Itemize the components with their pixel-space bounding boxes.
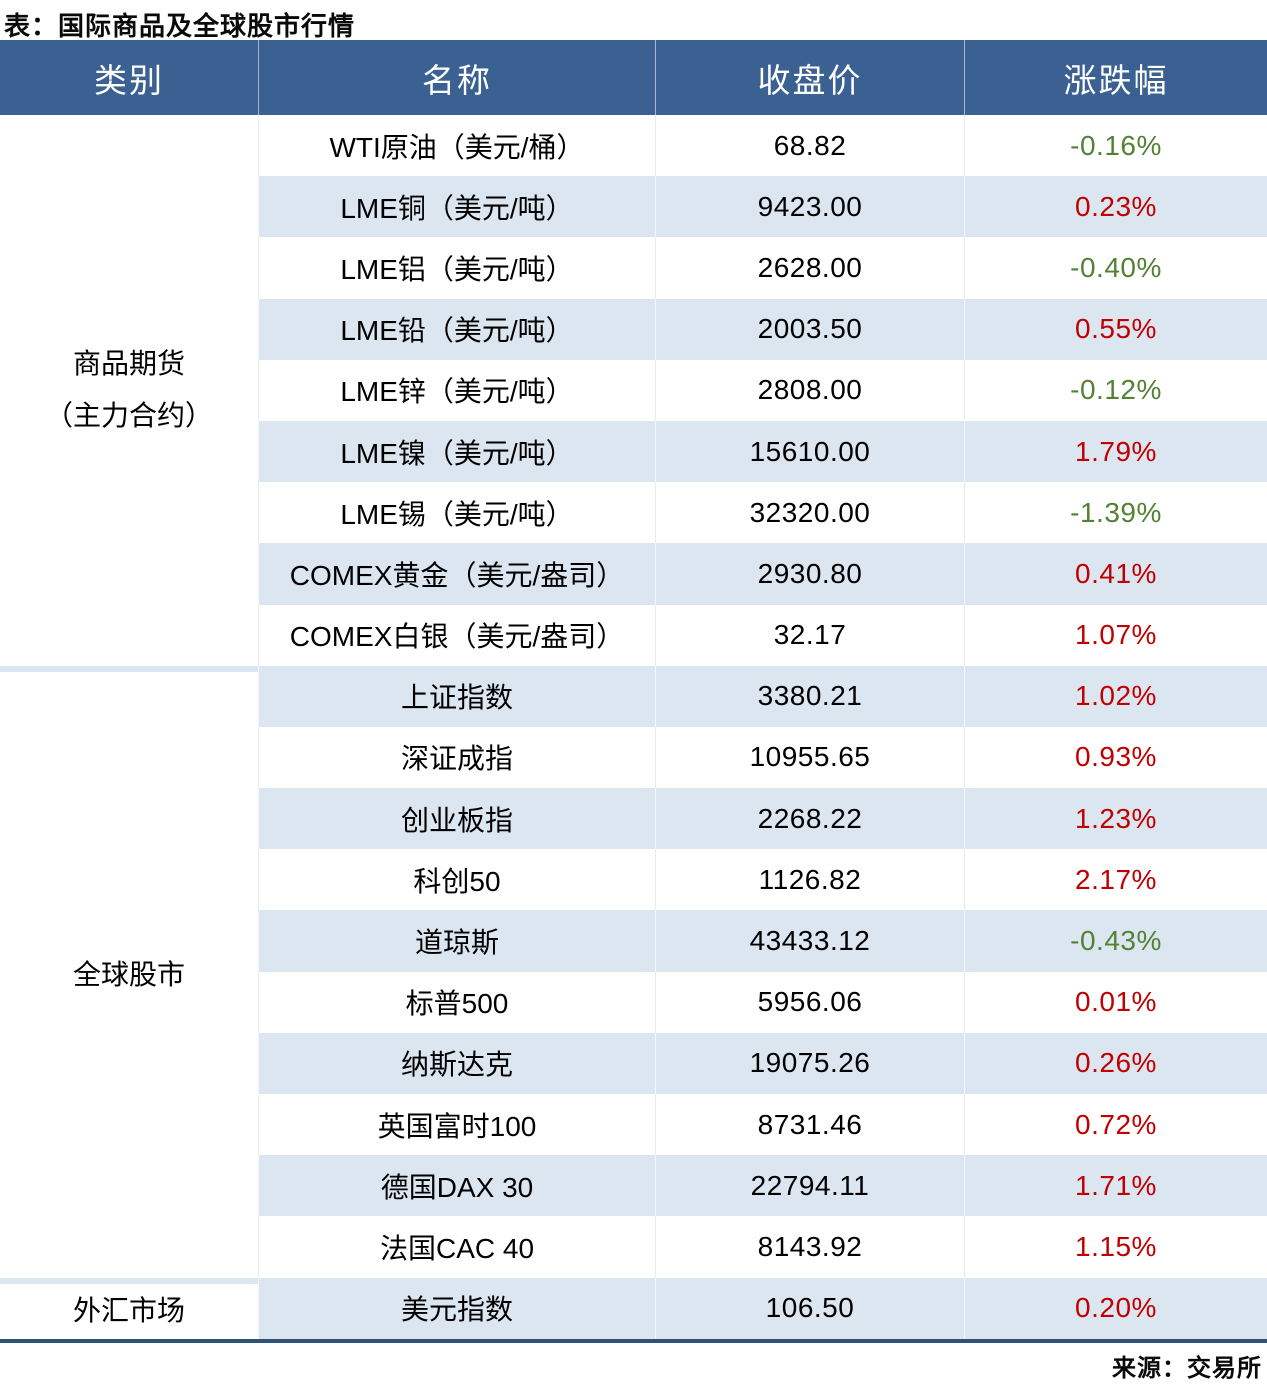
- table-header-row: 类别 名称 收盘价 涨跌幅: [0, 40, 1267, 115]
- change-percent: 1.71%: [964, 1155, 1267, 1217]
- category-label-line1: 外汇市场: [72, 1295, 185, 1327]
- instrument-name: COMEX白银（美元/盎司）: [258, 604, 655, 666]
- page-title: 表：国际商品及全球股市行情: [4, 11, 356, 41]
- instrument-name: 创业板指: [258, 788, 655, 850]
- close-price: 22794.11: [655, 1155, 964, 1217]
- source-note: 来源：交易所: [1112, 1355, 1262, 1382]
- instrument-name: 英国富时100: [258, 1094, 655, 1156]
- close-price: 2628.00: [655, 237, 964, 299]
- instrument-name: LME铜（美元/吨）: [258, 176, 655, 238]
- change-percent: -0.12%: [964, 359, 1267, 421]
- change-percent: 0.55%: [964, 298, 1267, 360]
- close-price: 9423.00: [655, 176, 964, 238]
- change-percent: -0.40%: [964, 237, 1267, 299]
- table-row: 法国CAC 40 8143.92 1.15%: [258, 1216, 1267, 1278]
- table-row: 上证指数 3380.21 1.02%: [258, 665, 1267, 727]
- close-price: 5956.06: [655, 971, 964, 1033]
- change-percent: 0.23%: [964, 176, 1267, 238]
- change-percent: 1.15%: [964, 1216, 1267, 1278]
- header-cell-change: 涨跌幅: [964, 40, 1267, 115]
- close-price: 15610.00: [655, 420, 964, 483]
- close-price: 10955.65: [655, 726, 964, 789]
- table-row: 科创50 1126.82 2.17%: [258, 849, 1267, 911]
- change-percent: 1.02%: [964, 665, 1267, 727]
- close-price: 2808.00: [655, 359, 964, 421]
- close-price: 68.82: [655, 115, 964, 177]
- change-percent: -1.39%: [964, 482, 1267, 544]
- instrument-name: 美元指数: [258, 1277, 655, 1339]
- change-percent: 1.79%: [964, 420, 1267, 483]
- change-percent: 0.20%: [964, 1277, 1267, 1339]
- table-row: LME镍（美元/吨） 15610.00 1.79%: [258, 420, 1267, 483]
- close-price: 32320.00: [655, 482, 964, 544]
- change-percent: 2.17%: [964, 849, 1267, 911]
- table-row: 英国富时100 8731.46 0.72%: [258, 1094, 1267, 1156]
- instrument-name: 法国CAC 40: [258, 1216, 655, 1278]
- table-row: WTI原油（美元/桶） 68.82 -0.16%: [258, 115, 1267, 177]
- change-percent: 1.07%: [964, 604, 1267, 666]
- instrument-name: 道琼斯: [258, 910, 655, 972]
- close-price: 8143.92: [655, 1216, 964, 1278]
- table-row: LME铅（美元/吨） 2003.50 0.55%: [258, 298, 1267, 360]
- category-label-line2: （主力合约）: [44, 400, 213, 432]
- table-row: 道琼斯 43433.12 -0.43%: [258, 910, 1267, 972]
- instrument-name: 上证指数: [258, 665, 655, 727]
- category-cell-global-stocks: 全球股市: [0, 665, 258, 1278]
- change-percent: 0.26%: [964, 1032, 1267, 1094]
- change-percent: 1.23%: [964, 788, 1267, 850]
- header-cell-category: 类别: [94, 63, 164, 100]
- close-price: 1126.82: [655, 849, 964, 911]
- instrument-name: LME锌（美元/吨）: [258, 359, 655, 421]
- market-table: 类别 名称 收盘价 涨跌幅 商品期货 （主力合约） 全球股市 外汇市场 WTI原…: [0, 40, 1267, 1343]
- header-cell-name: 名称: [258, 40, 655, 115]
- change-percent: 0.93%: [964, 726, 1267, 789]
- close-price: 3380.21: [655, 665, 964, 727]
- data-rows-column: WTI原油（美元/桶） 68.82 -0.16% LME铜（美元/吨） 9423…: [258, 115, 1267, 1339]
- change-percent: 0.72%: [964, 1094, 1267, 1156]
- table-row: 创业板指 2268.22 1.23%: [258, 788, 1267, 850]
- close-price: 2930.80: [655, 543, 964, 605]
- change-percent: 0.01%: [964, 971, 1267, 1033]
- instrument-name: LME镍（美元/吨）: [258, 420, 655, 483]
- instrument-name: 深证成指: [258, 726, 655, 789]
- change-percent: 0.41%: [964, 543, 1267, 605]
- instrument-name: LME铝（美元/吨）: [258, 237, 655, 299]
- table-row: 标普500 5956.06 0.01%: [258, 971, 1267, 1033]
- close-price: 8731.46: [655, 1094, 964, 1156]
- table-row: LME锌（美元/吨） 2808.00 -0.12%: [258, 359, 1267, 421]
- table-body: 商品期货 （主力合约） 全球股市 外汇市场 WTI原油（美元/桶） 68.82 …: [0, 115, 1267, 1339]
- instrument-name: 德国DAX 30: [258, 1155, 655, 1217]
- table-row: LME铝（美元/吨） 2628.00 -0.40%: [258, 237, 1267, 299]
- close-price: 32.17: [655, 604, 964, 666]
- table-row: 纳斯达克 19075.26 0.26%: [258, 1032, 1267, 1094]
- table-row: 德国DAX 30 22794.11 1.71%: [258, 1155, 1267, 1217]
- instrument-name: LME锡（美元/吨）: [258, 482, 655, 544]
- instrument-name: COMEX黄金（美元/盎司）: [258, 543, 655, 605]
- category-label-line1: 商品期货: [72, 348, 185, 380]
- table-row: LME锡（美元/吨） 32320.00 -1.39%: [258, 482, 1267, 544]
- table-row: COMEX白银（美元/盎司） 32.17 1.07%: [258, 604, 1267, 666]
- instrument-name: 标普500: [258, 971, 655, 1033]
- category-cell-forex: 外汇市场: [0, 1277, 258, 1339]
- close-price: 2268.22: [655, 788, 964, 850]
- close-price: 19075.26: [655, 1032, 964, 1094]
- instrument-name: 科创50: [258, 849, 655, 911]
- category-label-line1: 全球股市: [72, 958, 185, 990]
- instrument-name: WTI原油（美元/桶）: [258, 115, 655, 177]
- header-cell-close: 收盘价: [655, 40, 964, 115]
- category-column: 商品期货 （主力合约） 全球股市 外汇市场: [0, 115, 258, 1339]
- table-row: 美元指数 106.50 0.20%: [258, 1277, 1267, 1339]
- change-percent: -0.43%: [964, 910, 1267, 972]
- category-cell-commodity-futures: 商品期货 （主力合约）: [0, 115, 258, 666]
- instrument-name: LME铅（美元/吨）: [258, 298, 655, 360]
- close-price: 106.50: [655, 1277, 964, 1339]
- table-row: 深证成指 10955.65 0.93%: [258, 726, 1267, 789]
- table-row: COMEX黄金（美元/盎司） 2930.80 0.41%: [258, 543, 1267, 605]
- change-percent: -0.16%: [964, 115, 1267, 177]
- instrument-name: 纳斯达克: [258, 1032, 655, 1094]
- close-price: 43433.12: [655, 910, 964, 972]
- table-row: LME铜（美元/吨） 9423.00 0.23%: [258, 176, 1267, 238]
- close-price: 2003.50: [655, 298, 964, 360]
